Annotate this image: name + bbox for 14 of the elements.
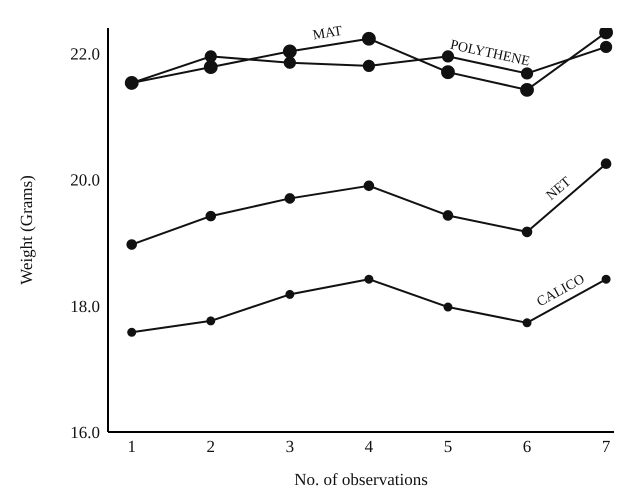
y-tick-label: 16.0 [70, 423, 100, 442]
x-tick-label: 7 [602, 437, 611, 456]
y-tick-label: 20.0 [70, 170, 100, 190]
x-axis-title: No. of observations [294, 470, 428, 489]
text: MAT [312, 24, 344, 44]
x-tick-label: 3 [286, 437, 294, 456]
y-tick-label: 18.0 [70, 296, 100, 316]
y-tick-label: 22.0 [70, 44, 100, 64]
x-tick-label: 6 [522, 437, 532, 456]
x-tick-label: 5 [444, 437, 452, 456]
x-tick-label: 1 [127, 437, 136, 456]
y-axis-title: Weight (Grams) [17, 175, 36, 285]
x-tick-label: 2 [206, 437, 216, 456]
x-tick-label: 4 [364, 437, 374, 456]
